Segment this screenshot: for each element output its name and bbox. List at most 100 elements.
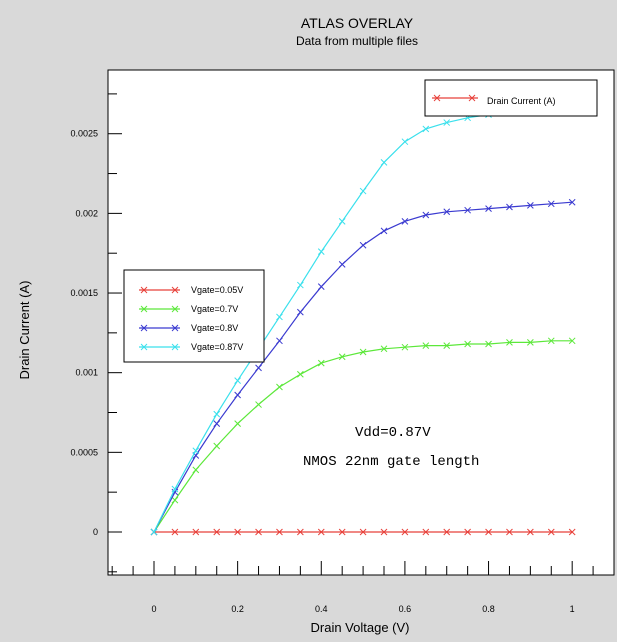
series-point [422, 528, 430, 536]
series-point-b [527, 339, 534, 346]
legend-label: Vgate=0.87V [191, 342, 243, 352]
series-point [255, 528, 262, 536]
inner-legend-marker [433, 94, 441, 102]
series-point-b [443, 342, 451, 349]
series-point [297, 370, 304, 378]
series-point-b [255, 528, 262, 536]
x-tick-label: 0.4 [315, 604, 328, 614]
legend-marker [140, 343, 148, 351]
series-point-b [443, 119, 451, 126]
series-point [443, 342, 451, 349]
series-point-b [171, 496, 179, 504]
series-point-b [422, 125, 430, 133]
series-point [527, 528, 534, 536]
x-tick-label: 1 [570, 604, 575, 614]
series-point [547, 200, 555, 208]
series-point [338, 260, 346, 268]
series-point-b [213, 410, 221, 418]
legend-marker [171, 343, 179, 351]
series-point [568, 337, 576, 345]
series-layer [150, 103, 576, 536]
series-point-b [297, 370, 304, 378]
series-point [192, 466, 200, 474]
series-point-b [171, 485, 179, 493]
series-point-b [317, 528, 325, 536]
series-point [401, 217, 409, 225]
series-point [443, 119, 451, 126]
x-axis-label: Drain Voltage (V) [311, 620, 410, 635]
y-tick-label: 0.001 [75, 368, 98, 378]
series-point [234, 528, 241, 536]
legend-item: Vgate=0.05V [139, 285, 243, 295]
series-point-b [527, 528, 534, 536]
series-point-b [255, 401, 262, 408]
legend-marker-b [140, 286, 148, 294]
inner-legend-marker-b [433, 94, 441, 102]
series-point-b [359, 241, 367, 249]
series-point-b [359, 528, 367, 536]
legend-label: Vgate=0.8V [191, 323, 238, 333]
series-point-b [506, 339, 513, 346]
series-point [547, 528, 555, 536]
legend-item: Vgate=0.87V [139, 342, 243, 352]
legend-marker-b [171, 324, 179, 332]
series-point [568, 198, 576, 206]
series-point [443, 208, 451, 216]
legend-marker [140, 286, 148, 294]
series-point [506, 528, 513, 536]
series-point-b [506, 528, 513, 536]
series-point [234, 377, 241, 385]
series-point [192, 447, 200, 455]
series-point-b [255, 364, 262, 372]
series-point [276, 383, 283, 391]
series-point-b [234, 528, 241, 536]
legend-marker [140, 305, 148, 313]
y-tick-label: 0.0015 [70, 288, 98, 298]
series-point [359, 241, 367, 249]
series-point [276, 313, 283, 321]
x-tick-label: 0 [151, 604, 156, 614]
series-point [443, 528, 451, 536]
x-tick-label: 0.2 [231, 604, 244, 614]
series-point-b [234, 420, 241, 428]
series-point-b [171, 528, 179, 536]
series-point [422, 211, 430, 219]
series-point [234, 391, 241, 399]
series-point [171, 485, 179, 493]
series-point [234, 420, 241, 428]
series-point [380, 159, 388, 166]
series-point-b [506, 203, 513, 211]
chart-subtitle: Data from multiple files [296, 34, 418, 48]
series-point-b [380, 528, 388, 536]
series-point-b [192, 466, 200, 474]
series-point-b [338, 217, 346, 225]
series-point [171, 496, 179, 504]
series-point [213, 410, 221, 418]
series-point [359, 187, 367, 195]
series-point-b [213, 528, 221, 536]
series-point [192, 528, 200, 536]
legend-marker-b [171, 305, 179, 313]
series-legend-items: Vgate=0.05V Vgate=0.7V Vgate=0.8V Vgate=0.8… [139, 285, 243, 352]
legend-marker-b [140, 343, 148, 351]
series-point [276, 337, 283, 345]
series-point [547, 337, 555, 345]
series-point-b [192, 447, 200, 455]
y-axis-label: Drain Current (A) [17, 281, 32, 380]
series-point [359, 528, 367, 536]
series-point-b [568, 198, 576, 206]
series-point-b [401, 138, 409, 146]
series-point [401, 138, 409, 146]
series-point [255, 364, 262, 372]
series-point [150, 528, 158, 536]
inner-legend-sample [432, 94, 478, 102]
series-point-b [192, 452, 200, 459]
series-point [338, 528, 346, 536]
series-point [317, 359, 325, 367]
series-point-b [276, 337, 283, 345]
series-point [506, 339, 513, 346]
series-point-b [338, 528, 346, 536]
series-point-b [317, 283, 325, 291]
series-point-b [213, 442, 221, 450]
legend-label: Vgate=0.7V [191, 304, 238, 314]
